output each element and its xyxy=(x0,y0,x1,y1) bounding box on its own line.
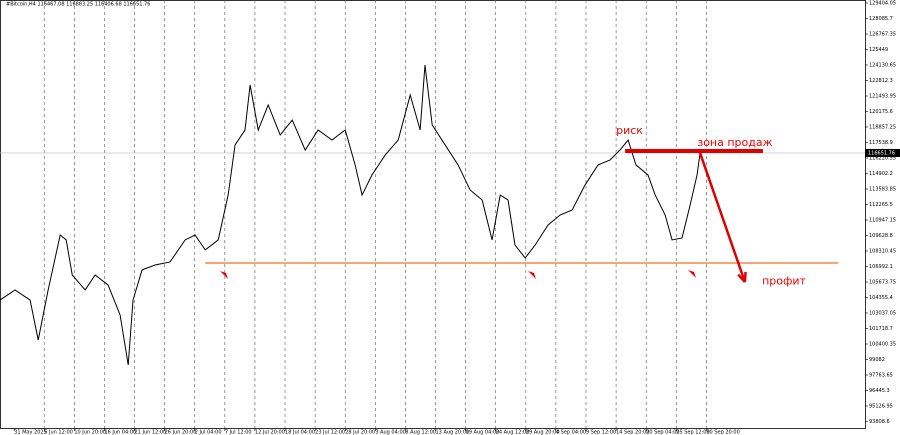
y-tick-label: 99082 xyxy=(869,357,885,363)
x-tick-label: 13 Aug 20:00 xyxy=(436,430,470,435)
x-tick-label: 20 Sep 04:00 xyxy=(646,430,679,435)
y-tick-label: 129404.05 xyxy=(869,0,896,6)
y-tick-label: 100400.35 xyxy=(869,342,896,348)
x-tick-label: 24 Aug 12:00 xyxy=(496,430,530,435)
y-tick-label: 124130.65 xyxy=(869,62,896,68)
y-tick-label: 96445.3 xyxy=(869,388,890,394)
x-tick-label: 4 Sep 04:00 xyxy=(556,430,586,435)
y-tick-label: 104355.4 xyxy=(869,295,893,301)
y-tick-label: 101718.7 xyxy=(869,326,893,332)
y-tick-label: 108310.45 xyxy=(869,249,896,255)
x-tick-label: 16 Jun 04:00 xyxy=(104,430,136,435)
x-tick-label: 26 Jun 20:00 xyxy=(165,430,197,435)
x-tick-label: 23 Jul 12:00 xyxy=(315,430,345,435)
y-tick-label: 118857.25 xyxy=(869,124,896,130)
y-tick-label: 125449 xyxy=(869,47,888,53)
x-tick-label: 2 Jul 04:00 xyxy=(195,430,222,435)
x-tick-label: 30 Sep 20:00 xyxy=(706,430,739,435)
y-tick-label: 114902.2 xyxy=(869,171,893,177)
plot-frame xyxy=(0,0,866,429)
x-tick-label: 12 Jul 20:00 xyxy=(255,430,285,435)
price-box xyxy=(865,148,900,157)
x-tick-label: 21 Jun 12:00 xyxy=(135,430,167,435)
x-tick-label: 7 Jul 12:00 xyxy=(225,430,252,435)
marker-arrows xyxy=(220,270,696,279)
y-tick-label: 105673.75 xyxy=(869,280,896,286)
y-tick-label: 110947.15 xyxy=(869,218,896,224)
x-tick-label: 3 Aug 04:00 xyxy=(375,430,406,435)
x-tick-label: 25 Sep 12:00 xyxy=(676,430,709,435)
y-tick-label: 97763.65 xyxy=(869,373,893,379)
y-tick-label: 128085.7 xyxy=(869,16,893,22)
y-tick-label: 113583.85 xyxy=(869,186,896,192)
y-tick-label: 109628.8 xyxy=(869,233,893,239)
x-tick-label: 19 Aug 04:00 xyxy=(466,430,500,435)
y-tick-label: 112265.5 xyxy=(869,202,893,208)
arrow-head xyxy=(737,271,747,283)
x-tick-label: 9 Sep 12:00 xyxy=(586,430,616,435)
x-tick-label: 18 Jul 04:00 xyxy=(285,430,315,435)
target-arrow xyxy=(698,152,747,283)
x-tick-label: 14 Sep 20:00 xyxy=(616,430,649,435)
x-tick-label: 8 Aug 12:00 xyxy=(405,430,436,435)
x-tick-label: 31 May 2025 xyxy=(14,430,47,435)
annotation: риск xyxy=(616,124,643,137)
price-box-label: 116651.76 xyxy=(868,150,895,156)
x-tick-label: 10 Jun 20:00 xyxy=(74,430,106,435)
x-tick-label: 5 Jun 12:00 xyxy=(44,430,73,435)
price-line xyxy=(0,64,701,366)
y-tick-label: 126767.35 xyxy=(869,31,896,37)
y-tick-label: 122812.3 xyxy=(869,78,893,84)
y-tick-label: 103037.05 xyxy=(869,311,896,317)
chart-title: #Bitcoin,H4 116467.08 116883.25 116406.6… xyxy=(6,2,150,8)
y-tick-label: 106992.1 xyxy=(869,264,893,270)
y-tick-label: 117538.9 xyxy=(869,140,893,146)
y-tick-label: 120175.6 xyxy=(869,109,893,115)
annotation: зона продаж xyxy=(697,136,772,149)
x-tick-label: 28 Jul 20:00 xyxy=(345,430,375,435)
y-tick-label: 121493.95 xyxy=(869,93,896,99)
x-tick-label: 29 Aug 20:00 xyxy=(526,430,560,435)
annotation: профит xyxy=(762,275,806,288)
y-tick-label: 95126.95 xyxy=(869,404,893,410)
y-tick-label: 93808.6 xyxy=(869,419,890,425)
y-tick-label: 116220.55 xyxy=(869,155,896,161)
